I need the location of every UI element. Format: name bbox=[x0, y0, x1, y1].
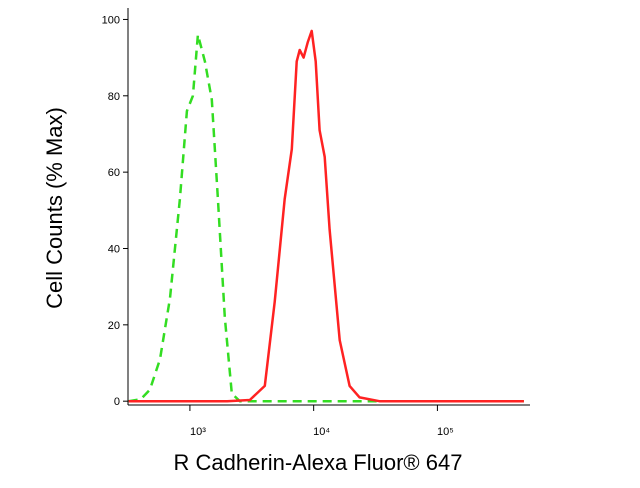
y-tick-label: 60 bbox=[108, 167, 120, 179]
y-axis-label: Cell Counts (% Max) bbox=[42, 107, 67, 309]
y-tick-label: 80 bbox=[108, 91, 120, 103]
x-tick-label: 10³ bbox=[190, 426, 206, 438]
y-tick-label: 40 bbox=[108, 243, 120, 255]
y-tick-label: 100 bbox=[102, 14, 120, 26]
y-tick-label: 20 bbox=[108, 320, 120, 332]
y-tick-label: 0 bbox=[114, 396, 120, 408]
x-tick-label: 10⁵ bbox=[437, 426, 454, 438]
histogram-line bbox=[128, 29, 524, 403]
x-tick-label: 10⁴ bbox=[313, 426, 330, 438]
histogram-line bbox=[128, 33, 524, 403]
x-axis-label: R Cadherin-Alexa Fluor® 647 bbox=[174, 450, 463, 475]
